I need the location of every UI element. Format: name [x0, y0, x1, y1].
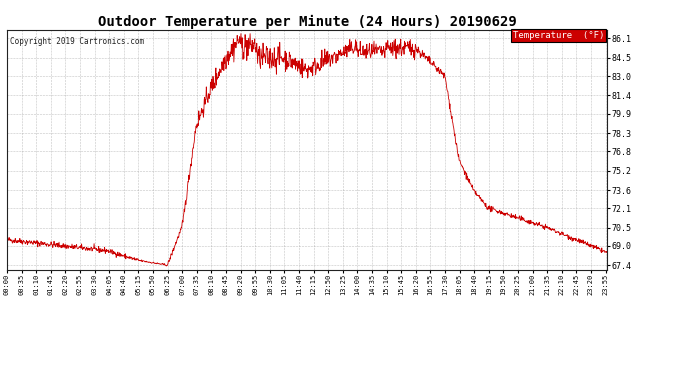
Title: Outdoor Temperature per Minute (24 Hours) 20190629: Outdoor Temperature per Minute (24 Hours…	[98, 15, 516, 29]
Text: Temperature  (°F): Temperature (°F)	[513, 31, 604, 40]
Text: Copyright 2019 Cartronics.com: Copyright 2019 Cartronics.com	[10, 37, 144, 46]
